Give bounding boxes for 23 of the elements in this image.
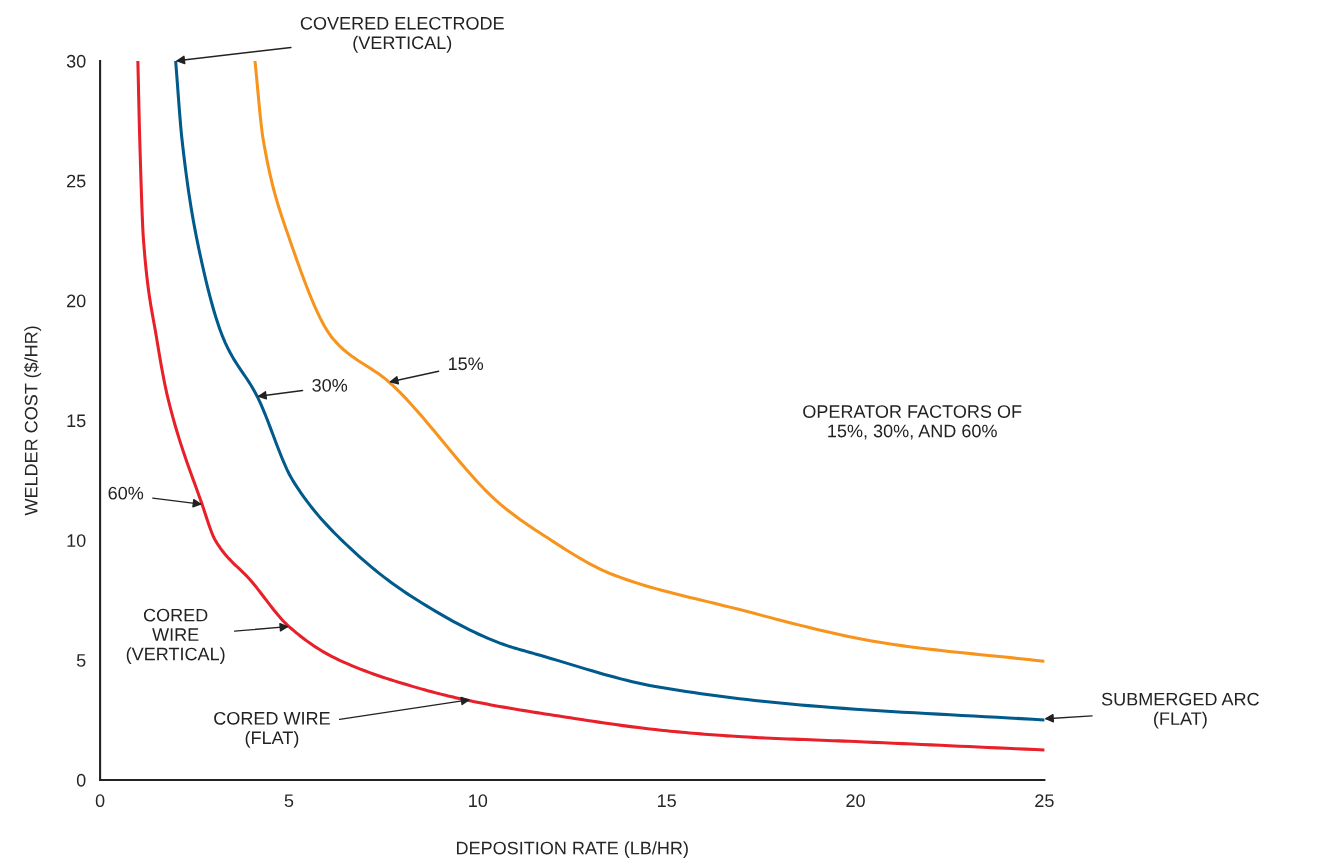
annotation: SUBMERGED ARC (FLAT) — [1101, 692, 1259, 729]
annotation: OPERATOR FACTORS OF 15%, 30%, AND 60% — [803, 405, 1022, 440]
x-tick-label: 10 — [469, 794, 488, 808]
x-tick-label: 0 — [95, 794, 105, 808]
annotation: COVERED ELECTRODE (VERTICAL) — [300, 16, 504, 53]
x-axis-title: DEPOSITION RATE (LB/HR) — [457, 841, 688, 858]
y-axis-title: WELDER COST ($/HR) — [24, 326, 42, 516]
annotation: 60% — [108, 486, 144, 500]
annotation: 30% — [312, 378, 348, 392]
y-tick-label: 15 — [67, 414, 86, 428]
y-tick-label: 0 — [76, 773, 86, 787]
x-tick-label: 20 — [846, 794, 865, 808]
x-tick-label: 15 — [658, 794, 676, 808]
x-tick-label: 25 — [1035, 794, 1054, 808]
y-tick-label: 5 — [76, 654, 86, 667]
x-tick-label: 5 — [284, 794, 294, 808]
annotation: CORED WIRE (FLAT) — [214, 711, 330, 748]
y-tick-label: 25 — [67, 174, 86, 188]
y-tick-label: 10 — [67, 534, 86, 547]
annotation: 15% — [448, 357, 484, 371]
y-tick-label: 30 — [66, 54, 86, 68]
y-tick-label: 20 — [67, 294, 86, 308]
annotation: CORED WIRE (VERTICAL) — [126, 608, 225, 664]
